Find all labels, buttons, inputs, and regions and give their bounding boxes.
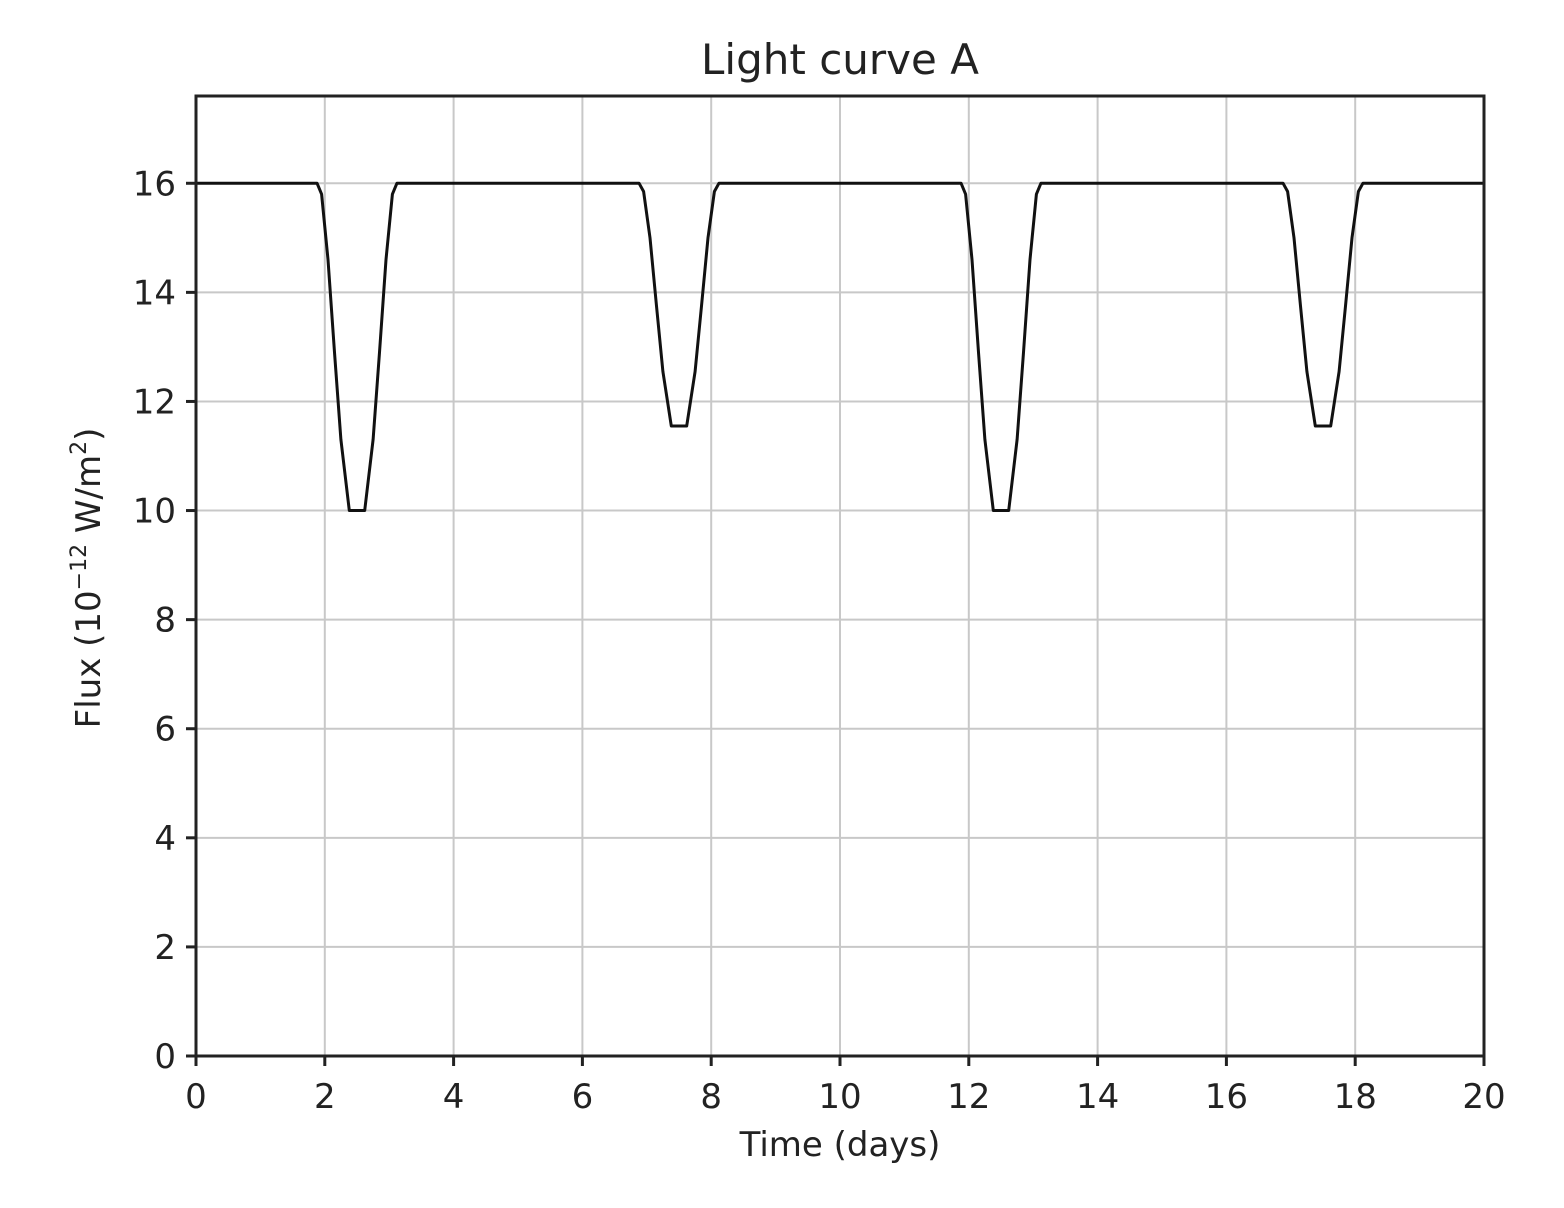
y-tick-label: 10 [133, 492, 176, 532]
y-axis-label-unit-exponent: 2 [67, 441, 92, 455]
x-tick-label: 4 [443, 1077, 465, 1117]
tick-labels: 0 2 4 6 8 10 12 14 16 18 20 0 2 4 6 8 10 12 14 16 [133, 164, 1506, 1117]
y-tick-label: 16 [133, 164, 176, 204]
y-tick-label: 0 [154, 1037, 176, 1077]
y-tick-label: 6 [154, 710, 176, 750]
tick-marks [186, 181, 1486, 1066]
y-tick-label: 8 [154, 601, 176, 641]
x-tick-label: 18 [1334, 1077, 1377, 1117]
x-tick-label: 8 [700, 1077, 722, 1117]
y-axis-label: Flux (10−12 W/m2) [67, 428, 109, 729]
x-tick-label: 20 [1462, 1077, 1505, 1117]
y-axis-label-unit: W/m [69, 455, 109, 544]
x-tick-label: 14 [1076, 1077, 1119, 1117]
flux-series-line [196, 181, 1484, 512]
y-axis-label-close: ) [69, 428, 109, 441]
y-tick-label: 12 [133, 382, 176, 422]
x-tick-label: 0 [185, 1077, 207, 1117]
x-tick-label: 6 [572, 1077, 594, 1117]
y-axis-label-exponent: −12 [67, 544, 92, 590]
x-tick-label: 2 [314, 1077, 336, 1117]
y-tick-label: 4 [154, 819, 176, 859]
x-tick-label: 16 [1205, 1077, 1248, 1117]
x-tick-label: 12 [947, 1077, 990, 1117]
x-tick-label: 10 [818, 1077, 861, 1117]
y-tick-label: 14 [133, 273, 176, 313]
y-axis-label-main: Flux (10 [69, 590, 109, 728]
chart-title: Light curve A [701, 35, 979, 84]
y-tick-label: 2 [154, 928, 176, 968]
series-layer [196, 181, 1484, 512]
x-axis-label: Time (days) [739, 1125, 941, 1165]
